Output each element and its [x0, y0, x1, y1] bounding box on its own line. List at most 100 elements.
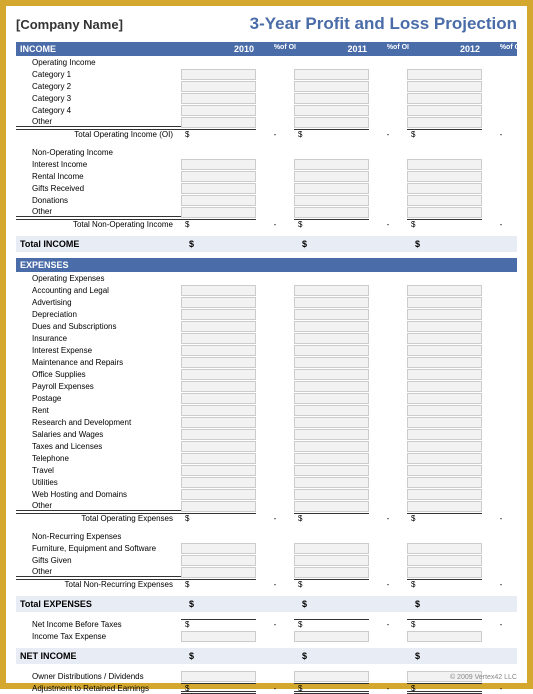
exp-op-input[interactable] [181, 453, 256, 464]
exp-op-input[interactable] [294, 429, 369, 440]
exp-op-input[interactable] [181, 357, 256, 368]
exp-op-input[interactable] [407, 501, 482, 512]
income-op-input[interactable] [294, 93, 369, 104]
exp-op-input[interactable] [407, 297, 482, 308]
exp-op-input[interactable] [294, 285, 369, 296]
exp-op-input[interactable] [407, 489, 482, 500]
exp-op-input[interactable] [294, 477, 369, 488]
income-nonop-input[interactable] [407, 207, 482, 218]
exp-nonrec-input[interactable] [407, 543, 482, 554]
exp-op-input[interactable] [294, 321, 369, 332]
exp-op-input[interactable] [407, 417, 482, 428]
exp-op-input[interactable] [294, 309, 369, 320]
income-nonop-input[interactable] [181, 159, 256, 170]
exp-op-input[interactable] [407, 357, 482, 368]
exp-op-input[interactable] [407, 465, 482, 476]
exp-op-input[interactable] [407, 321, 482, 332]
exp-op-input[interactable] [294, 441, 369, 452]
exp-nonrec-input[interactable] [407, 567, 482, 578]
income-nonop-input[interactable] [294, 195, 369, 206]
exp-op-input[interactable] [407, 441, 482, 452]
income-nonop-input[interactable] [294, 159, 369, 170]
exp-op-input[interactable] [294, 393, 369, 404]
income-op-input[interactable] [407, 105, 482, 116]
exp-op-input[interactable] [294, 369, 369, 380]
tax-input-1[interactable] [181, 631, 256, 642]
income-nonop-input[interactable] [407, 171, 482, 182]
income-op-input[interactable] [181, 93, 256, 104]
exp-op-input[interactable] [407, 285, 482, 296]
exp-op-input[interactable] [407, 309, 482, 320]
exp-op-input[interactable] [181, 441, 256, 452]
exp-op-input[interactable] [181, 333, 256, 344]
exp-op-input[interactable] [407, 333, 482, 344]
exp-op-input[interactable] [407, 477, 482, 488]
exp-op-input[interactable] [294, 453, 369, 464]
income-op-input[interactable] [407, 69, 482, 80]
exp-nonrec-input[interactable] [294, 543, 369, 554]
exp-op-input[interactable] [407, 405, 482, 416]
exp-op-input[interactable] [181, 429, 256, 440]
income-nonop-input[interactable] [181, 195, 256, 206]
income-op-input[interactable] [181, 117, 256, 128]
tax-input-3[interactable] [407, 631, 482, 642]
income-nonop-input[interactable] [407, 159, 482, 170]
exp-op-input[interactable] [181, 297, 256, 308]
income-nonop-input[interactable] [294, 183, 369, 194]
income-op-input[interactable] [181, 105, 256, 116]
income-op-input[interactable] [294, 69, 369, 80]
exp-op-input[interactable] [181, 489, 256, 500]
exp-op-input[interactable] [407, 369, 482, 380]
income-op-input[interactable] [407, 117, 482, 128]
exp-op-input[interactable] [407, 393, 482, 404]
exp-op-input[interactable] [181, 381, 256, 392]
income-op-input[interactable] [407, 93, 482, 104]
tax-input-2[interactable] [294, 631, 369, 642]
income-nonop-input[interactable] [294, 171, 369, 182]
exp-nonrec-input[interactable] [294, 567, 369, 578]
exp-op-input[interactable] [181, 393, 256, 404]
exp-op-input[interactable] [181, 285, 256, 296]
exp-op-input[interactable] [181, 417, 256, 428]
exp-op-input[interactable] [181, 501, 256, 512]
owner-input-1[interactable] [181, 671, 256, 682]
owner-input-2[interactable] [294, 671, 369, 682]
exp-op-input[interactable] [294, 345, 369, 356]
exp-op-input[interactable] [294, 465, 369, 476]
exp-op-input[interactable] [181, 309, 256, 320]
exp-nonrec-input[interactable] [181, 555, 256, 566]
exp-op-input[interactable] [181, 465, 256, 476]
exp-op-input[interactable] [294, 489, 369, 500]
income-op-input[interactable] [294, 81, 369, 92]
income-op-input[interactable] [294, 117, 369, 128]
exp-op-input[interactable] [294, 381, 369, 392]
income-op-input[interactable] [407, 81, 482, 92]
exp-op-input[interactable] [181, 477, 256, 488]
exp-nonrec-input[interactable] [181, 543, 256, 554]
exp-op-input[interactable] [407, 381, 482, 392]
exp-op-input[interactable] [294, 357, 369, 368]
income-nonop-input[interactable] [407, 183, 482, 194]
income-nonop-input[interactable] [294, 207, 369, 218]
income-op-input[interactable] [181, 69, 256, 80]
exp-nonrec-input[interactable] [294, 555, 369, 566]
exp-op-input[interactable] [294, 405, 369, 416]
exp-op-input[interactable] [294, 333, 369, 344]
income-op-input[interactable] [294, 105, 369, 116]
exp-op-input[interactable] [181, 321, 256, 332]
income-nonop-input[interactable] [181, 207, 256, 218]
income-op-input[interactable] [181, 81, 256, 92]
exp-op-input[interactable] [407, 429, 482, 440]
exp-nonrec-input[interactable] [181, 567, 256, 578]
income-nonop-input[interactable] [181, 183, 256, 194]
exp-op-input[interactable] [294, 501, 369, 512]
exp-op-input[interactable] [407, 345, 482, 356]
income-nonop-input[interactable] [181, 171, 256, 182]
exp-op-input[interactable] [294, 417, 369, 428]
exp-op-input[interactable] [407, 453, 482, 464]
exp-op-input[interactable] [181, 369, 256, 380]
income-nonop-input[interactable] [407, 195, 482, 206]
exp-op-input[interactable] [294, 297, 369, 308]
exp-op-input[interactable] [181, 345, 256, 356]
exp-op-input[interactable] [181, 405, 256, 416]
